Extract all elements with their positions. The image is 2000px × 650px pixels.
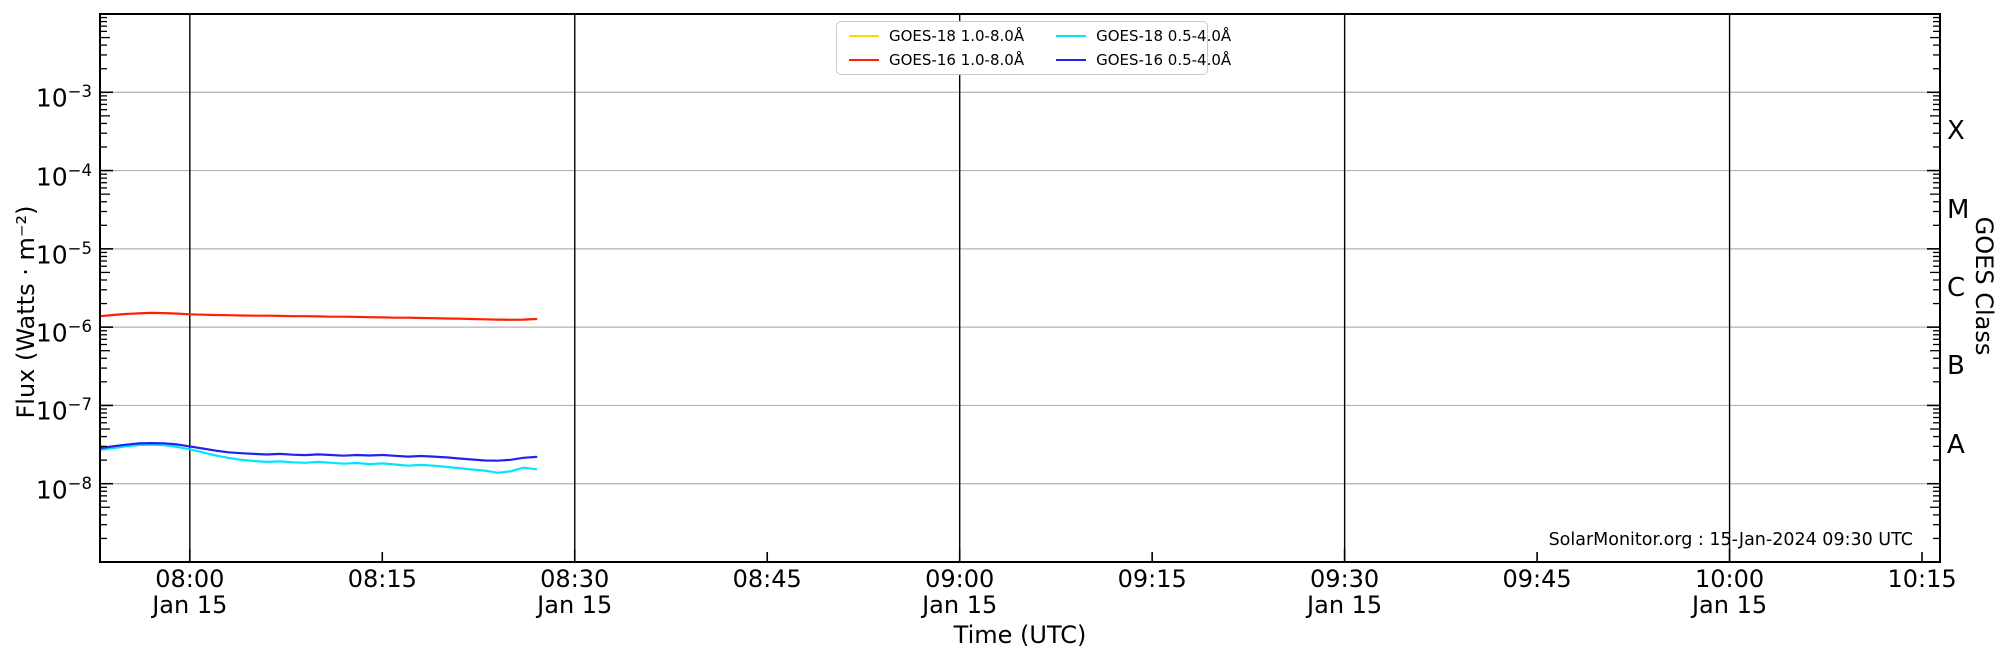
y-tick-label: 10−4 [35,160,92,191]
x-tick-label: 09:00 [925,565,995,593]
y-tick-label: 10−5 [35,238,92,270]
legend-entry-goes-16-0-5-4-0-: GOES-16 0.5-4.0Å [1056,51,1231,69]
goes-class-label-c: C [1947,273,1966,303]
y-tick-label: 10−8 [35,473,92,505]
legend-entry-goes-18-1-0-8-0-: GOES-18 1.0-8.0Å [849,27,1024,45]
goes-class-label-m: M [1947,194,1970,225]
goes-class-label-a: A [1947,429,1965,460]
y-tick-label: 10−3 [35,82,92,113]
y-axis-title: Flux (Watts · m⁻²) [12,205,40,419]
x-tick-date-label: Jan 15 [1691,591,1768,619]
x-tick-date-label: Jan 15 [922,591,998,619]
series-line-goes-18-0-5-4-0- [98,443,538,474]
series-line-goes-16-0-5-4-0- [98,442,538,462]
x-tick-label: 08:30 [540,565,610,593]
legend-swatch-goes-16-0-5-4-0- [1056,59,1087,61]
y-tick-label: 10−6 [35,317,92,348]
legend-entry-goes-16-1-0-8-0-: GOES-16 1.0-8.0Å [849,51,1024,69]
watermark-text: SolarMonitor.org : 15-Jan-2024 09:30 UTC [1548,530,1913,550]
y-tick-label: 10−7 [35,395,92,426]
x-tick-label: 08:15 [347,565,417,593]
x-tick-label: 09:30 [1310,565,1380,593]
x-tick-label: 10:00 [1694,565,1765,593]
x-tick-date-label: Jan 15 [537,591,613,619]
legend-swatch-goes-18-0-5-4-0- [1056,35,1087,37]
goes-class-label-b: B [1947,351,1965,382]
x-tick-label: 08:00 [155,565,225,593]
legend-label: GOES-16 0.5-4.0Å [1096,51,1232,69]
goes-class-label-x: X [1947,116,1965,147]
x-axis-title: Time (UTC) [953,621,1087,649]
right-axis-title: GOES Class [1970,216,1998,356]
x-tick-label: 10:15 [1887,565,1957,593]
legend-entry-goes-18-0-5-4-0-: GOES-18 0.5-4.0Å [1056,27,1231,45]
legend-label: GOES-16 1.0-8.0Å [889,51,1025,69]
legend: GOES-18 1.0-8.0Å GOES-16 1.0-8.0Å GOES-18 … [836,21,1231,75]
legend-label: GOES-18 1.0-8.0Å [889,27,1025,45]
x-tick-date-label: Jan 15 [152,591,228,619]
legend-label: GOES-18 0.5-4.0Å [1096,27,1232,45]
plot-border [99,13,1941,563]
legend-swatch-goes-16-1-0-8-0- [849,59,879,61]
legend-swatch-goes-18-1-0-8-0- [849,35,879,37]
x-tick-label: 09:15 [1117,565,1187,593]
x-tick-date-label: Jan 15 [1307,591,1383,619]
series-line-goes-16-1-0-8-0- [98,311,538,321]
x-tick-label: 08:45 [732,565,802,593]
x-tick-label: 09:45 [1502,565,1572,593]
